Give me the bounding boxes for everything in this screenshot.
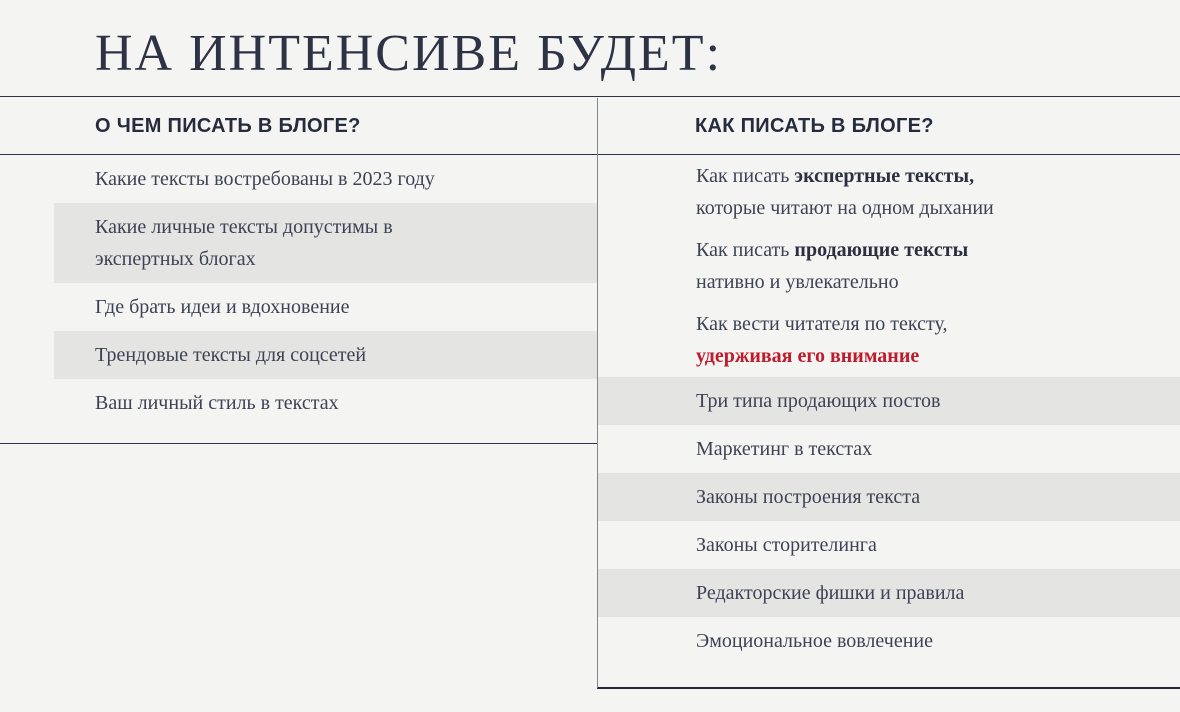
right-column-header: КАК ПИСАТЬ В БЛОГЕ?: [598, 98, 1180, 155]
list-item-line: Ваш личный стиль в текстах: [95, 387, 597, 419]
list-item: Где брать идеи и вдохновение: [54, 283, 597, 331]
list-item: Как вести читателя по тексту, удерживая е…: [598, 303, 1180, 377]
list-item-line: Законы сторителинга: [696, 529, 1135, 561]
column-how-to-write: КАК ПИСАТЬ В БЛОГЕ? Как писать экспертны…: [597, 98, 1180, 689]
columns: О ЧЕМ ПИСАТЬ В БЛОГЕ? Какие тексты востр…: [0, 98, 1180, 712]
list-item-highlighted: Законы построения текста: [598, 473, 1180, 521]
column-what-to-write: О ЧЕМ ПИСАТЬ В БЛОГЕ? Какие тексты востр…: [0, 98, 597, 444]
list-item-line: Как писать экспертные тексты,: [696, 160, 1135, 192]
list-item-highlighted: Трендовые тексты для соцсетей: [54, 331, 597, 379]
left-topic-list: Какие тексты востребованы в 2023 году Как…: [0, 155, 597, 444]
list-item-highlighted: Три типа продающих постов: [598, 377, 1180, 425]
item-text: экспертных блогах: [95, 248, 256, 270]
list-item-line: Как писать продающие тексты: [696, 234, 1135, 266]
right-topic-list: Как писать экспертные тексты, которые чит…: [598, 155, 1180, 689]
item-text: Как вести читателя по тексту,: [696, 313, 948, 335]
item-text: Три типа продающих постов: [696, 390, 941, 412]
list-item-line: Маркетинг в текстах: [696, 433, 1135, 465]
list-item-line: Где брать идеи и вдохновение: [95, 291, 597, 323]
list-item-line: Три типа продающих постов: [696, 385, 1135, 417]
emphasis-bold-text: продающие тексты: [794, 239, 969, 261]
list-item-line: Редакторские фишки и правила: [696, 577, 1135, 609]
list-item: Как писать экспертные тексты, которые чит…: [598, 155, 1180, 229]
item-text: Маркетинг в текстах: [696, 438, 873, 460]
left-column-header-label: О ЧЕМ ПИСАТЬ В БЛОГЕ?: [95, 114, 361, 137]
item-text: которые читают на одном дыхании: [696, 197, 994, 219]
item-text: Редакторские фишки и правила: [696, 582, 965, 604]
list-item-highlighted: Редакторские фишки и правила: [598, 569, 1180, 617]
list-item-line: Трендовые тексты для соцсетей: [95, 339, 597, 371]
title-bar: НА ИНТЕНСИВЕ БУДЕТ:: [0, 0, 1180, 97]
item-text: Законы сторителинга: [696, 534, 877, 556]
item-text: Как писать: [696, 165, 795, 187]
list-item: Как писать продающие тексты нативно и увл…: [598, 229, 1180, 303]
list-item-line: Какие личные тексты допустимы в: [95, 211, 597, 243]
item-text: Какие личные тексты допустимы в: [95, 216, 393, 238]
list-item: Ваш личный стиль в текстах: [54, 379, 597, 427]
list-item: Законы сторителинга: [598, 521, 1180, 569]
list-item-line: которые читают на одном дыхании: [696, 192, 1135, 224]
list-item-line: экспертных блогах: [95, 243, 597, 275]
item-text: Где брать идеи и вдохновение: [95, 296, 350, 318]
list-item-highlighted: Какие личные тексты допустимы в экспертны…: [54, 203, 597, 283]
emphasis-red-text: удерживая его внимание: [696, 345, 920, 367]
item-text: нативно и увлекательно: [696, 271, 899, 293]
list-item: Маркетинг в текстах: [598, 425, 1180, 473]
list-item-line: Какие тексты востребованы в 2023 году: [95, 163, 597, 195]
right-column-header-label: КАК ПИСАТЬ В БЛОГЕ?: [695, 114, 934, 137]
left-column-header: О ЧЕМ ПИСАТЬ В БЛОГЕ?: [0, 98, 597, 155]
emphasis-bold-text: экспертные тексты,: [794, 165, 975, 187]
list-item-line: Как вести читателя по тексту,: [696, 308, 1135, 340]
item-text: Законы построения текста: [696, 486, 921, 508]
item-text: Ваш личный стиль в текстах: [95, 392, 339, 414]
list-item: Эмоциональное вовлечение: [598, 617, 1180, 665]
item-text: Как писать: [696, 239, 795, 261]
item-text: Какие тексты востребованы в 2023 году: [95, 168, 435, 190]
list-item-line: нативно и увлекательно: [696, 266, 1135, 298]
list-item-line: Эмоциональное вовлечение: [696, 625, 1135, 657]
list-item: Какие тексты востребованы в 2023 году: [54, 155, 597, 203]
item-text: Эмоциональное вовлечение: [696, 630, 934, 652]
item-text: Трендовые тексты для соцсетей: [95, 344, 367, 366]
list-item-line: удерживая его внимание: [696, 340, 1135, 372]
list-item-line: Законы построения текста: [696, 481, 1135, 513]
page-title: НА ИНТЕНСИВЕ БУДЕТ:: [95, 24, 723, 82]
